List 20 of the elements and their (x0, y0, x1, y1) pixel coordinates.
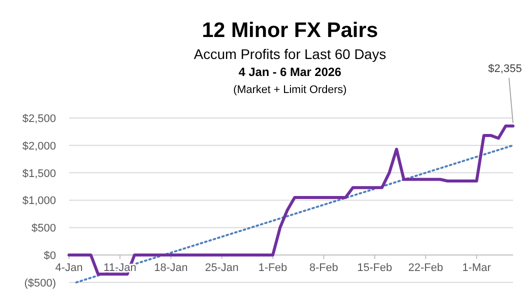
x-tick-label: 1-Mar (462, 262, 492, 274)
x-tick-label: 4-Jan (55, 262, 83, 274)
chart-subtitle: Accum Profits for Last 60 Days (194, 46, 386, 62)
chart-title: 12 Minor FX Pairs (202, 19, 378, 42)
y-tick-label: $2,000 (22, 140, 56, 152)
x-tick-label: 25-Jan (205, 262, 239, 274)
x-tick-label: 22-Feb (408, 262, 444, 274)
text: (Market + Limit Orders) (233, 84, 347, 96)
annotation: $2,355 (488, 63, 522, 75)
y-tick-label: $1,500 (22, 168, 56, 180)
x-tick-label: 15-Feb (357, 262, 392, 274)
x-tick-label: 8-Feb (309, 262, 338, 274)
text: 4 Jan - 6 Mar 2026 (238, 65, 342, 79)
y-tick-label: $500 (32, 222, 56, 235)
x-tick-label: 1-Feb (258, 262, 288, 274)
y-tick-label: $1,000 (22, 195, 56, 208)
x-tick-label: 18-Jan (154, 262, 188, 274)
y-tick-label: $2,500 (22, 113, 56, 125)
y-tick-label: $0 (44, 250, 56, 262)
y-tick-label: ($500) (24, 277, 56, 290)
